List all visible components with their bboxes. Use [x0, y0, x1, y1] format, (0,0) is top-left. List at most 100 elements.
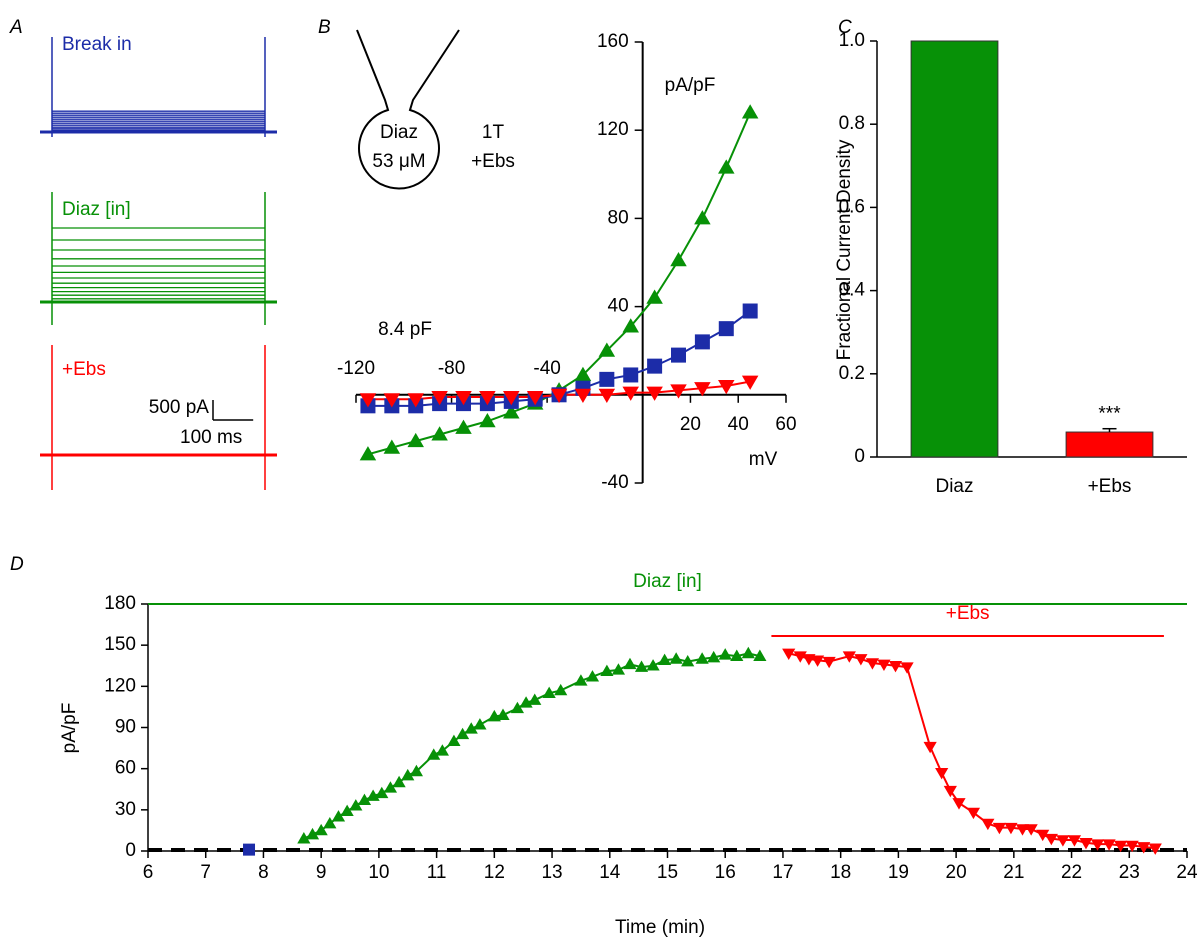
marker — [464, 722, 478, 734]
marker — [718, 159, 735, 174]
marker — [923, 741, 937, 754]
application-label: Diaz [in] — [633, 571, 702, 592]
x-tick-label: 20 — [680, 414, 701, 435]
inset-label: 53 μM — [372, 151, 425, 172]
marker — [407, 393, 424, 408]
x-axis-label: mV — [749, 449, 778, 470]
x-axis-label: Time (min) — [615, 917, 705, 938]
x-tick-label: 22 — [1061, 862, 1082, 883]
y-tick-label: 120 — [597, 119, 629, 140]
marker — [455, 727, 470, 740]
x-tick-label: 17 — [772, 862, 793, 883]
marker — [730, 649, 744, 661]
marker — [718, 648, 732, 660]
marker — [550, 388, 568, 404]
x-tick-label: 40 — [728, 414, 749, 435]
marker — [900, 662, 914, 674]
marker — [992, 822, 1007, 835]
marker — [383, 393, 401, 408]
marker — [297, 832, 311, 844]
marker — [1125, 840, 1139, 853]
y-tick-label: 0 — [854, 446, 865, 467]
marker — [694, 334, 710, 350]
bar — [1065, 431, 1154, 458]
marker — [707, 650, 721, 663]
marker — [479, 413, 496, 428]
y-tick-label: 180 — [104, 593, 136, 614]
marker — [305, 827, 320, 840]
marker — [622, 318, 639, 333]
y-axis-label: Fractional Current Density — [834, 139, 855, 360]
x-tick-label: 15 — [657, 862, 678, 883]
marker — [753, 649, 767, 661]
marker — [981, 818, 995, 831]
y-axis-label: pA/pF — [665, 75, 716, 96]
y-tick-label: 120 — [104, 675, 136, 696]
application-label: +Ebs — [946, 603, 990, 624]
marker — [877, 659, 891, 671]
x-tick-label: 19 — [888, 862, 909, 883]
x-tick-label: 11 — [427, 862, 447, 883]
scale-label: 100 ms — [180, 427, 242, 448]
x-tick-label: 8 — [258, 862, 269, 883]
marker — [810, 655, 825, 667]
marker — [681, 655, 695, 667]
marker — [431, 426, 448, 441]
x-tick-label: +Ebs — [1088, 476, 1132, 497]
marker — [598, 342, 616, 357]
y-tick-label: 0.8 — [839, 113, 865, 134]
marker — [598, 388, 616, 404]
x-tick-label: 12 — [484, 862, 505, 883]
marker — [496, 708, 510, 720]
marker — [574, 366, 592, 381]
marker — [694, 210, 711, 225]
y-axis-label: pA/pF — [59, 703, 80, 754]
scale-label: 500 pA — [149, 397, 210, 418]
marker — [1004, 822, 1018, 835]
marker — [526, 391, 544, 406]
trace-label: Diaz [in] — [62, 199, 131, 220]
marker — [888, 660, 903, 673]
marker — [669, 652, 683, 664]
marker — [1102, 839, 1116, 851]
marker — [1148, 843, 1162, 855]
marker — [741, 375, 759, 390]
marker — [427, 748, 441, 760]
inset-label: +Ebs — [471, 151, 515, 172]
y-tick-label: 0.2 — [839, 363, 865, 384]
y-tick-label: 0.6 — [839, 196, 865, 217]
x-tick-label: 18 — [830, 862, 851, 883]
marker — [473, 718, 487, 730]
marker — [1056, 835, 1070, 847]
bar — [910, 40, 999, 458]
marker — [1137, 842, 1151, 854]
marker — [634, 660, 649, 672]
marker — [600, 664, 614, 677]
marker — [510, 701, 525, 714]
marker — [447, 734, 461, 747]
marker — [646, 659, 660, 671]
panel-letter: B — [318, 17, 331, 38]
significance: *** — [1098, 404, 1121, 425]
x-tick-label: 24 — [1176, 862, 1198, 883]
marker — [782, 648, 796, 660]
marker — [528, 693, 542, 705]
marker — [822, 656, 836, 669]
marker — [966, 807, 981, 820]
y-tick-label: -40 — [601, 472, 628, 493]
marker — [741, 104, 759, 119]
marker — [455, 391, 472, 406]
marker — [1015, 824, 1030, 836]
marker — [479, 391, 496, 406]
marker — [695, 652, 709, 664]
marker — [503, 404, 520, 419]
marker — [623, 657, 637, 670]
y-tick-label: 90 — [115, 717, 136, 738]
marker — [611, 663, 626, 675]
marker — [718, 321, 734, 337]
x-tick-label: 20 — [946, 862, 967, 883]
marker — [323, 816, 337, 829]
y-tick-label: 0.4 — [839, 280, 866, 301]
